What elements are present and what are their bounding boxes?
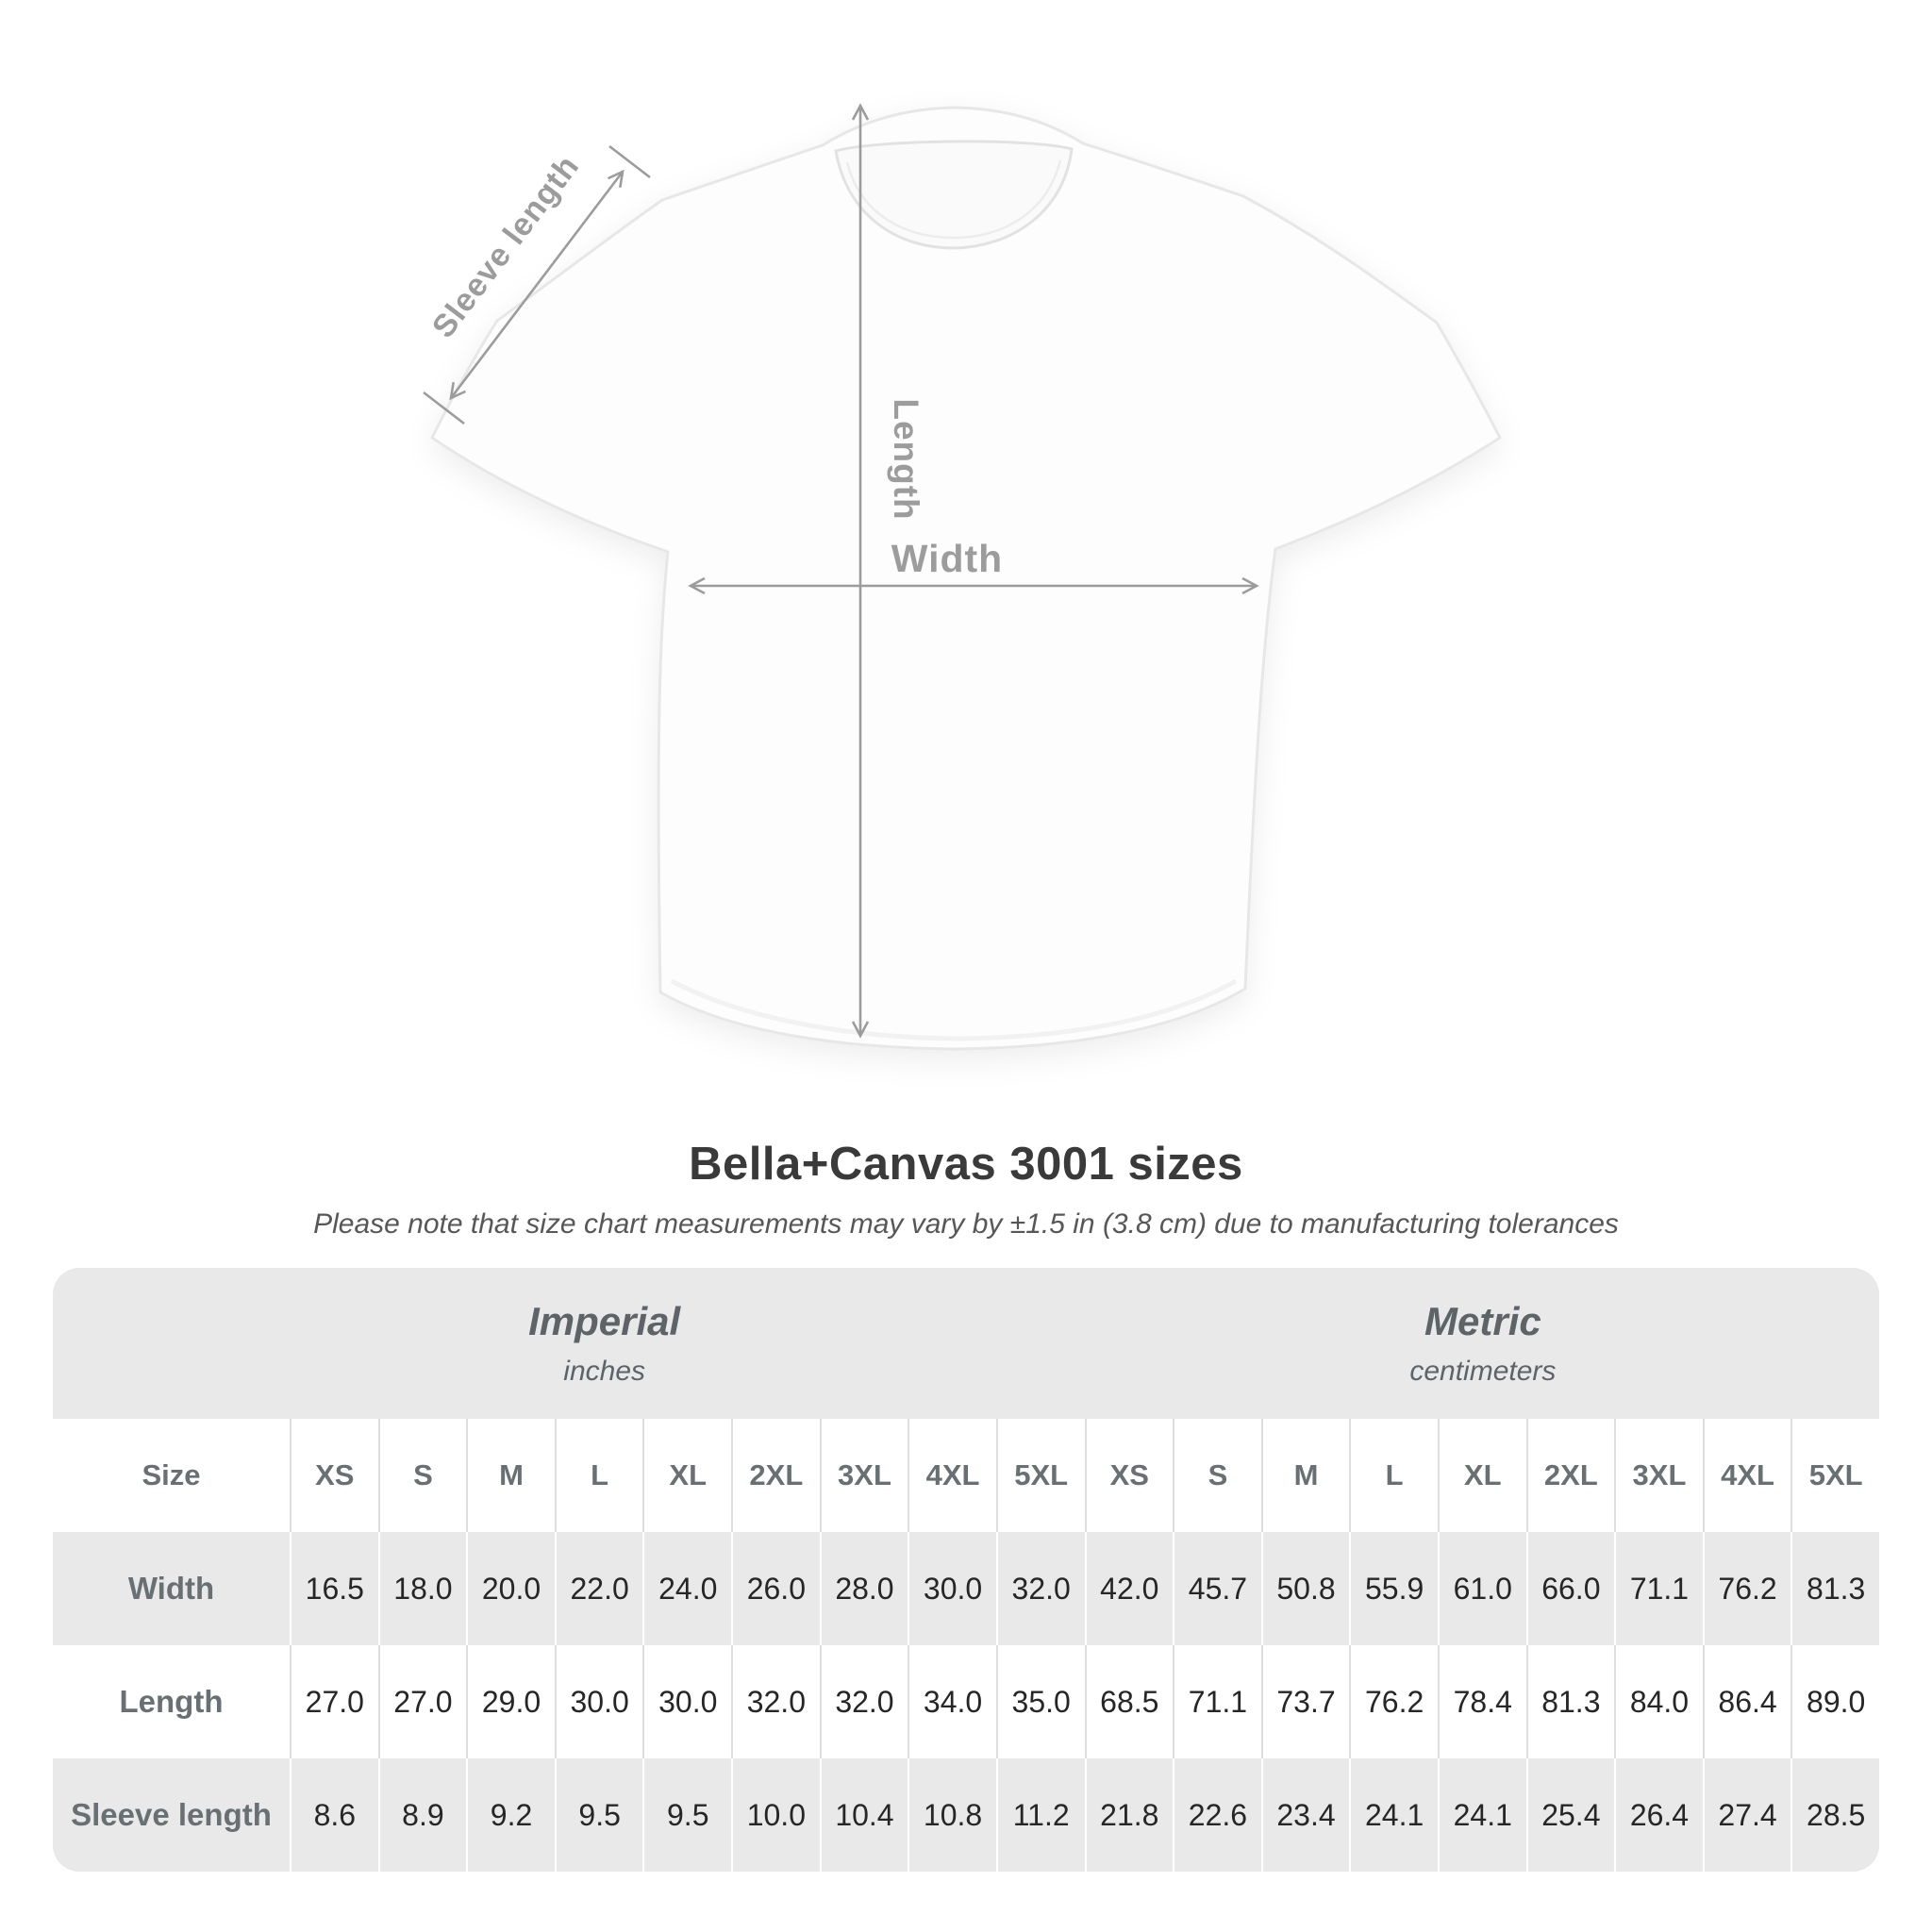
- cell-sleeve-length-imperial-4xl: 10.8: [908, 1758, 996, 1872]
- cell-width-metric-s: 45.7: [1173, 1532, 1261, 1645]
- col-header-metric-2xl: 2XL: [1525, 1419, 1615, 1532]
- cell-sleeve-length-metric-l: 24.1: [1349, 1758, 1438, 1872]
- cell-sleeve-length-imperial-2xl: 10.0: [731, 1758, 820, 1872]
- metric-sublabel: centimeters: [1409, 1356, 1557, 1387]
- metric-label: Metric: [1424, 1299, 1541, 1343]
- cell-width-imperial-xs: 16.5: [290, 1532, 378, 1645]
- cell-sleeve-length-metric-s: 22.6: [1173, 1758, 1261, 1872]
- cell-width-imperial-xl: 24.0: [642, 1532, 732, 1645]
- col-header-metric-m: M: [1260, 1419, 1350, 1532]
- col-header-imperial-m: M: [466, 1419, 555, 1532]
- cell-length-metric-xl: 78.4: [1437, 1645, 1526, 1758]
- cell-length-metric-3xl: 84.0: [1614, 1645, 1703, 1758]
- cell-width-metric-l: 55.9: [1349, 1532, 1438, 1645]
- cell-length-imperial-s: 27.0: [377, 1645, 467, 1758]
- cell-sleeve-length-imperial-s: 8.9: [377, 1758, 467, 1872]
- cell-length-imperial-4xl: 34.0: [908, 1645, 996, 1758]
- col-header-imperial-3xl: 3XL: [819, 1419, 908, 1532]
- col-header-metric-4xl: 4XL: [1702, 1419, 1791, 1532]
- cell-length-metric-s: 71.1: [1173, 1645, 1261, 1758]
- col-header-metric-s: S: [1173, 1419, 1261, 1532]
- cell-sleeve-length-imperial-xl: 9.5: [642, 1758, 732, 1872]
- length-label: Length: [887, 398, 925, 520]
- cell-width-imperial-3xl: 28.0: [819, 1532, 908, 1645]
- cell-length-metric-2xl: 81.3: [1525, 1645, 1615, 1758]
- row-label-width: Width: [53, 1532, 290, 1645]
- cell-sleeve-length-metric-5xl: 28.5: [1790, 1758, 1879, 1872]
- cell-sleeve-length-metric-xs: 21.8: [1084, 1758, 1174, 1872]
- cell-sleeve-length-imperial-3xl: 10.4: [819, 1758, 908, 1872]
- col-header-metric-l: L: [1349, 1419, 1438, 1532]
- cell-length-metric-5xl: 89.0: [1790, 1645, 1879, 1758]
- row-label-length: Length: [53, 1645, 290, 1758]
- cell-width-metric-2xl: 66.0: [1525, 1532, 1615, 1645]
- cell-length-imperial-xl: 30.0: [642, 1645, 732, 1758]
- col-header-imperial-2xl: 2XL: [731, 1419, 820, 1532]
- col-header-imperial-xl: XL: [642, 1419, 732, 1532]
- col-header-imperial-4xl: 4XL: [908, 1419, 996, 1532]
- cell-sleeve-length-imperial-m: 9.2: [466, 1758, 555, 1872]
- page-title: Bella+Canvas 3001 sizes: [689, 1139, 1243, 1190]
- col-header-metric-xs: XS: [1084, 1419, 1174, 1532]
- col-header-metric-3xl: 3XL: [1614, 1419, 1703, 1532]
- col-header-metric-5xl: 5XL: [1790, 1419, 1879, 1532]
- size-note: Please note that size chart measurements…: [313, 1208, 1619, 1240]
- cell-length-imperial-2xl: 32.0: [731, 1645, 820, 1758]
- cell-width-imperial-l: 22.0: [554, 1532, 643, 1645]
- cell-sleeve-length-metric-4xl: 27.4: [1702, 1758, 1791, 1872]
- table-unit-band: Imperial inches Metric centimeters: [53, 1268, 1879, 1419]
- cell-length-imperial-5xl: 35.0: [995, 1645, 1085, 1758]
- cell-width-imperial-s: 18.0: [377, 1532, 467, 1645]
- size-table-grid: Size XS S M L XL 2XL 3XL 4XL 5XL XS S M L XL 2XL 3XL 4XL 5…: [53, 1419, 1879, 1872]
- cell-sleeve-length-metric-m: 23.4: [1260, 1758, 1350, 1872]
- col-header-imperial-s: S: [377, 1419, 467, 1532]
- imperial-sublabel: inches: [563, 1356, 646, 1387]
- cell-length-imperial-3xl: 32.0: [819, 1645, 908, 1758]
- cell-length-metric-xs: 68.5: [1084, 1645, 1174, 1758]
- cell-sleeve-length-imperial-xs: 8.6: [290, 1758, 378, 1872]
- cell-length-metric-m: 73.7: [1260, 1645, 1350, 1758]
- unit-group-metric: Metric centimeters: [1409, 1268, 1556, 1419]
- cell-sleeve-length-imperial-l: 9.5: [554, 1758, 643, 1872]
- sleeve-cap-bottom: [423, 391, 465, 425]
- tshirt-collar: [834, 140, 1074, 250]
- col-header-size: Size: [53, 1419, 290, 1532]
- cell-length-imperial-l: 30.0: [554, 1645, 643, 1758]
- col-header-imperial-xs: XS: [290, 1419, 378, 1532]
- cell-length-imperial-xs: 27.0: [290, 1645, 378, 1758]
- unit-group-imperial: Imperial inches: [528, 1268, 680, 1419]
- cell-width-imperial-m: 20.0: [466, 1532, 555, 1645]
- sleeve-cap-top: [608, 144, 651, 179]
- cell-width-imperial-5xl: 32.0: [995, 1532, 1085, 1645]
- cell-length-imperial-m: 29.0: [466, 1645, 555, 1758]
- cell-width-metric-4xl: 76.2: [1702, 1532, 1791, 1645]
- cell-sleeve-length-imperial-5xl: 11.2: [995, 1758, 1085, 1872]
- cell-width-imperial-4xl: 30.0: [908, 1532, 996, 1645]
- col-header-imperial-5xl: 5XL: [995, 1419, 1085, 1532]
- hem-shading: [670, 978, 1238, 1041]
- tshirt-diagram: Sleeve length Length Width: [423, 103, 1502, 1051]
- cell-length-metric-l: 76.2: [1349, 1645, 1438, 1758]
- cell-width-metric-m: 50.8: [1260, 1532, 1350, 1645]
- cell-sleeve-length-metric-2xl: 25.4: [1525, 1758, 1615, 1872]
- imperial-label: Imperial: [528, 1299, 681, 1343]
- cell-width-metric-xs: 42.0: [1084, 1532, 1174, 1645]
- width-label: Width: [891, 537, 1003, 580]
- cell-sleeve-length-metric-3xl: 26.4: [1614, 1758, 1703, 1872]
- cell-width-metric-3xl: 71.1: [1614, 1532, 1703, 1645]
- col-header-metric-xl: XL: [1437, 1419, 1526, 1532]
- row-label-sleeve-length: Sleeve length: [53, 1758, 290, 1872]
- cell-length-metric-4xl: 86.4: [1702, 1645, 1791, 1758]
- col-header-imperial-l: L: [554, 1419, 643, 1532]
- cell-width-metric-xl: 61.0: [1437, 1532, 1526, 1645]
- size-table: Imperial inches Metric centimeters Size X…: [53, 1268, 1879, 1872]
- cell-sleeve-length-metric-xl: 24.1: [1437, 1758, 1526, 1872]
- cell-width-metric-5xl: 81.3: [1790, 1532, 1879, 1645]
- cell-width-imperial-2xl: 26.0: [731, 1532, 820, 1645]
- sleeve-length-arrow: [423, 144, 651, 425]
